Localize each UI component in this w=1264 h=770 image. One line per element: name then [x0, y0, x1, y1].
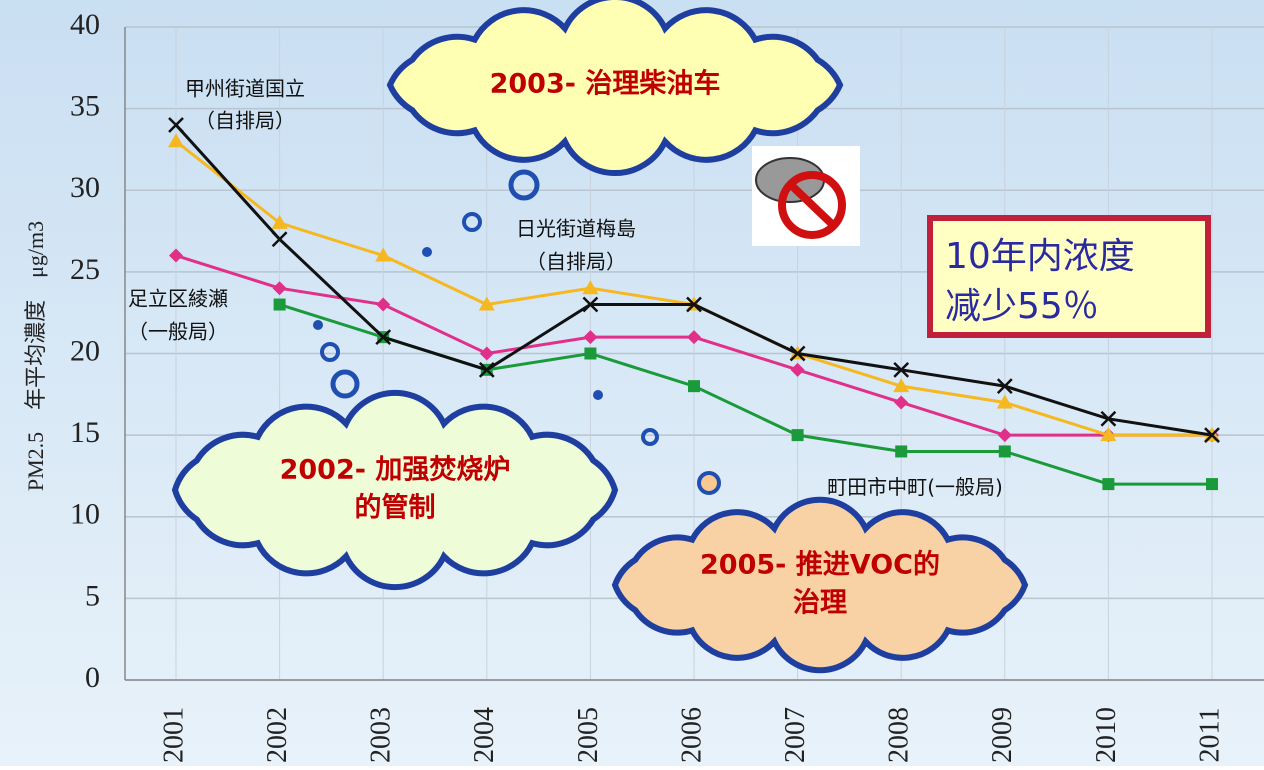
y-tick-label: 30: [70, 171, 100, 204]
marker: [688, 380, 700, 392]
x-tick-label: 2008: [884, 707, 915, 763]
marker: [1206, 478, 1218, 490]
x-tick-label: 2011: [1194, 708, 1225, 763]
x-tick-label: 2010: [1091, 707, 1122, 763]
y-axis-label: PM2.5 年平均濃度 μg/m3: [23, 221, 48, 491]
callout-text: 减少55％: [945, 286, 1099, 327]
x-tick-label: 2002: [262, 707, 293, 763]
marker: [999, 445, 1011, 457]
x-tick-label: 2004: [469, 707, 500, 763]
x-tick-label: 2007: [780, 707, 811, 763]
y-tick-label: 40: [70, 8, 100, 41]
y-tick-label: 20: [70, 334, 100, 367]
marker: [274, 299, 286, 311]
series-label-sub: (一般局): [927, 475, 1003, 499]
y-tick-label: 0: [85, 661, 100, 694]
annotation: 2002- 加强焚烧炉: [280, 455, 511, 486]
series-label: 甲州街道国立: [185, 77, 305, 101]
series-label: 日光街道梅島: [516, 217, 636, 241]
series-label-sub: （自排局）: [195, 109, 295, 133]
y-tick-label: 25: [70, 253, 100, 286]
series-label-name: 町田市中町: [827, 475, 927, 499]
marker: [895, 445, 907, 457]
series-label-sub: （自排局）: [526, 250, 626, 274]
x-tick-label: 2005: [573, 707, 604, 763]
annotation: 的管制: [355, 492, 436, 524]
series-label: 足立区綾瀬: [128, 287, 228, 311]
x-tick-label: 2009: [987, 707, 1018, 763]
annotation: 治理: [793, 588, 847, 619]
marker: [584, 348, 596, 360]
y-tick-label: 15: [70, 416, 100, 449]
x-tick-label: 2001: [158, 707, 189, 763]
y-tick-label: 35: [70, 90, 100, 123]
annotation: 2003- 治理柴油车: [490, 68, 721, 100]
y-tick-label: 5: [85, 579, 100, 612]
callout-text: 10年内浓度: [945, 236, 1135, 277]
marker: [1102, 478, 1114, 490]
y-tick-label: 10: [70, 498, 100, 531]
chart: PM2.5 年平均濃度 μg/m3 0 5 10 15 20 25 30 35 40 2001 20…: [0, 0, 1264, 766]
series-label-sub: （一般局）: [128, 320, 228, 344]
x-tick-label: 2003: [366, 707, 397, 763]
series-label: 町田市中町(一般局): [827, 475, 1003, 499]
annotation: 2005- 推进VOC的: [700, 549, 940, 581]
marker: [792, 429, 804, 441]
x-tick-label: 2006: [676, 707, 707, 763]
